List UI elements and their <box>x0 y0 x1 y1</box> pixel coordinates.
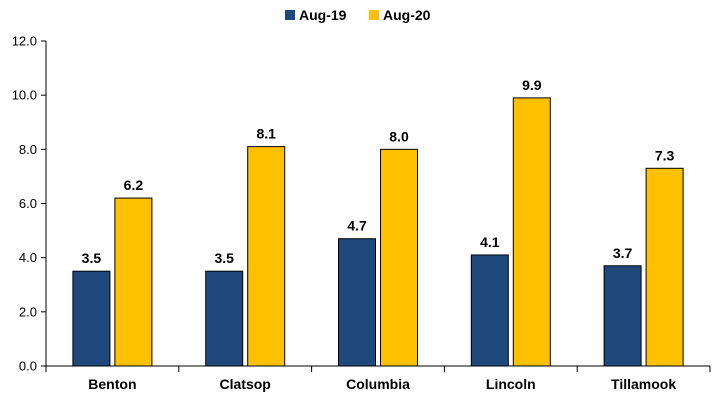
x-category-label: Columbia <box>346 376 410 392</box>
data-label: 8.0 <box>389 128 409 144</box>
value-labels: 3.5 6.2 3.5 8.1 4.7 8.0 4.1 9.9 3.7 7.3 <box>82 77 675 266</box>
y-tick-label: 0.0 <box>19 359 37 374</box>
y-tick-label: 4.0 <box>19 250 37 265</box>
bar-aug-19-clatsop <box>205 270 244 367</box>
data-label: 6.2 <box>124 177 144 193</box>
bar-aug-19-columbia <box>338 238 376 367</box>
bar-aug-19-benton <box>72 270 111 367</box>
bar-aug-20-columbia <box>380 148 418 367</box>
legend-swatch-aug-20 <box>369 10 379 20</box>
legend: Aug-19 Aug-20 <box>285 7 431 23</box>
data-label: 7.3 <box>655 147 675 163</box>
bar-aug-20-benton <box>114 197 153 367</box>
data-label: 4.1 <box>480 234 500 250</box>
bar-aug-19-lincoln <box>470 254 509 367</box>
data-label: 3.5 <box>82 250 102 266</box>
data-label: 8.1 <box>256 126 276 142</box>
bar-aug-20-clatsop <box>247 146 286 367</box>
legend-label: Aug-19 <box>299 7 347 23</box>
y-tick-label: 10.0 <box>12 88 37 103</box>
y-axis: 0.0 2.0 4.0 6.0 8.0 10.0 12.0 <box>12 34 47 374</box>
legend-label: Aug-20 <box>383 7 431 23</box>
x-category-label: Tillamook <box>611 376 676 392</box>
x-category-label: Lincoln <box>486 376 536 392</box>
x-axis: Benton Clatsop Columbia Lincoln Tillamook <box>45 365 711 392</box>
data-label: 4.7 <box>347 218 367 234</box>
bar-aug-20-lincoln <box>512 97 551 367</box>
x-category-label: Benton <box>88 376 136 392</box>
data-label: 3.5 <box>214 250 234 266</box>
legend-swatch-aug-19 <box>285 10 295 20</box>
bar-aug-19-tillamook <box>603 265 642 367</box>
y-tick-label: 8.0 <box>19 142 37 157</box>
y-tick-label: 6.0 <box>19 196 37 211</box>
bars <box>72 97 684 367</box>
y-tick-label: 12.0 <box>12 34 37 49</box>
x-category-label: Clatsop <box>220 376 271 392</box>
y-tick-label: 2.0 <box>19 304 37 319</box>
bar-aug-20-tillamook <box>645 167 684 367</box>
data-label: 9.9 <box>522 77 542 93</box>
data-label: 3.7 <box>613 245 633 261</box>
